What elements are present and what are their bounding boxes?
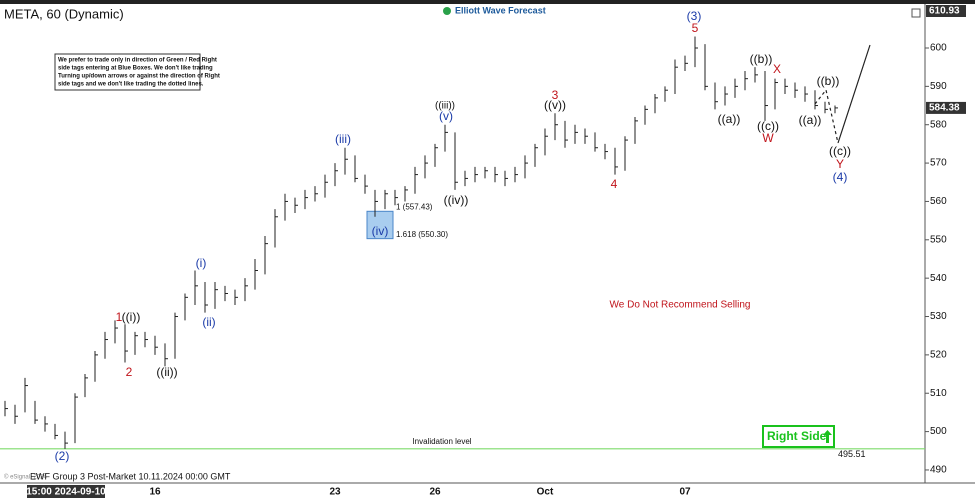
- wave-label: 5: [692, 21, 699, 35]
- y-tick-label: 520: [930, 350, 947, 361]
- wave-label: ((b)): [817, 74, 840, 88]
- y-tick-label: 560: [930, 196, 947, 207]
- wave-label: (iii): [335, 132, 351, 146]
- y-tick-label: 600: [930, 43, 947, 54]
- window-icon: [911, 8, 921, 18]
- y-tick-label: 540: [930, 273, 947, 284]
- y-tick-label: 530: [930, 311, 947, 322]
- note-box: [54, 53, 201, 91]
- wave-label: W: [762, 131, 774, 145]
- wave-label: 4: [611, 177, 618, 191]
- watermark: © eSignal, 2024: [4, 474, 47, 481]
- x-tick-label: 16: [149, 487, 161, 498]
- x-tick-label: Oct: [537, 487, 554, 498]
- footer: EWF Group 3 Post-Market 10.11.2024 00:00…: [30, 471, 231, 481]
- fib-label: 1 (557.43): [396, 202, 433, 211]
- chart-title: META, 60 (Dynamic): [4, 6, 124, 21]
- top-bar: [0, 0, 975, 4]
- price-box: [926, 101, 966, 114]
- wave-label: X: [773, 62, 781, 76]
- note-line: Turning up/down arrows or against the di…: [58, 74, 220, 80]
- price-box: [926, 5, 966, 17]
- wave-label: Y: [836, 157, 844, 171]
- right-side-box: [762, 425, 835, 448]
- x-tick-label: 15:00 2024-09-10: [26, 487, 106, 498]
- note-line: side tags and we don't like trading the …: [58, 82, 204, 88]
- projection-dotted: [814, 88, 839, 144]
- wave-label: (ii): [202, 315, 215, 329]
- wave-label: (iv): [372, 224, 389, 238]
- wave-label: 1: [116, 310, 123, 324]
- wave-label: 2: [126, 365, 133, 379]
- x-label-box: [27, 485, 105, 498]
- wave-label: ((iii)): [435, 101, 455, 112]
- wave-label: ((a)): [718, 112, 741, 126]
- brand: Elliott Wave Forecast: [455, 5, 546, 15]
- price-label: 584.38: [929, 103, 960, 114]
- wave-label: We Do Not Recommend Selling: [610, 300, 751, 311]
- right-side-label: Right Side: [767, 429, 827, 443]
- wave-label: ((b)): [750, 52, 773, 66]
- wave-label: (3): [687, 9, 702, 23]
- invalidation-price: 495.51: [838, 449, 866, 459]
- fib-label: 1.618 (550.30): [396, 230, 448, 239]
- note-line: side tags entering at Blue Boxes. We don…: [58, 66, 213, 72]
- y-tick-label: 490: [930, 465, 947, 476]
- wave-label: (4): [833, 170, 848, 184]
- y-tick-label: 570: [930, 158, 947, 169]
- wave-label: ((c)): [829, 144, 851, 158]
- wave-label: (v): [439, 109, 453, 123]
- blue-box: [366, 210, 394, 240]
- y-tick-label: 510: [930, 388, 947, 399]
- y-tick-label: 590: [930, 81, 947, 92]
- wave-label: (i): [196, 256, 207, 270]
- wave-label: ((v)): [544, 98, 566, 112]
- x-tick-label: 23: [329, 487, 341, 498]
- y-tick-label: 580: [930, 119, 947, 130]
- note-line: We prefer to trade only in direction of …: [58, 58, 217, 64]
- wave-label: (2): [55, 449, 70, 463]
- wave-label: ((ii)): [156, 365, 177, 379]
- wave-label: 3: [552, 88, 559, 102]
- brand-icon: [443, 7, 451, 15]
- wave-label: ((c)): [757, 119, 779, 133]
- invalidation-label: Invalidation level: [412, 437, 471, 446]
- y-tick-label: 500: [930, 426, 947, 437]
- x-tick-label: 26: [429, 487, 441, 498]
- price-label: 610.93: [929, 6, 960, 17]
- wave-label: ((i)): [122, 310, 141, 324]
- up-arrow: [823, 430, 832, 443]
- y-tick-label: 550: [930, 234, 947, 245]
- x-tick-label: 07: [679, 487, 691, 498]
- projection-line: [837, 44, 871, 144]
- wave-label: ((a)): [799, 113, 822, 127]
- wave-label: ((iv)): [444, 193, 469, 207]
